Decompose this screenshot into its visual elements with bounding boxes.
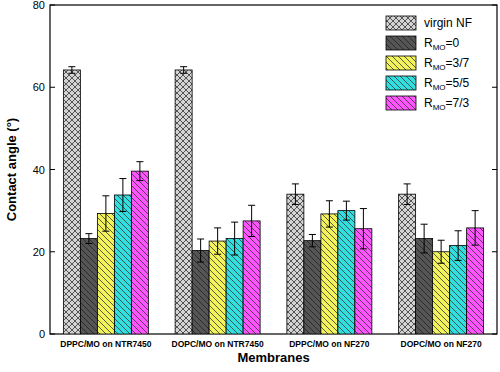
error-bar	[136, 162, 143, 181]
legend-swatch	[386, 16, 416, 30]
error-bar	[197, 239, 204, 262]
error-bar	[326, 201, 333, 227]
bar	[209, 241, 226, 334]
legend-swatch	[386, 76, 416, 90]
y-tick	[492, 5, 497, 6]
y-tick	[50, 169, 55, 170]
y-tick-label: 20	[33, 246, 45, 258]
y-tick	[492, 169, 497, 170]
legend-label: RMO=5/5	[424, 76, 470, 92]
y-tick	[50, 5, 55, 6]
error-bar	[455, 231, 462, 261]
legend-label: RMO=3/7	[424, 56, 470, 72]
error-bar	[68, 67, 75, 74]
error-bar	[309, 234, 316, 246]
error-bar	[180, 67, 187, 74]
legend-swatch	[386, 36, 416, 50]
legend-label: virgin NF	[424, 16, 472, 30]
y-tick	[50, 251, 55, 252]
bar	[399, 194, 416, 334]
error-bars	[68, 67, 478, 264]
legend-label: RMO=7/3	[424, 96, 470, 112]
x-axis-label: Membranes	[237, 350, 309, 365]
bar	[287, 194, 304, 334]
bar	[321, 214, 338, 334]
y-tick	[492, 334, 497, 335]
legend-swatch	[386, 56, 416, 70]
error-bar	[404, 184, 411, 205]
plot-frame	[50, 5, 497, 334]
bar	[338, 211, 355, 334]
x-tick-label: DOPC/MO on NTR7450	[172, 339, 264, 349]
bar	[192, 251, 209, 334]
y-tick-label: 0	[39, 328, 45, 340]
error-bar	[231, 222, 238, 255]
y-tick	[492, 87, 497, 88]
bar	[114, 195, 131, 334]
y-tick	[50, 87, 55, 88]
error-bar	[102, 196, 109, 231]
error-bar	[85, 234, 92, 244]
error-bar	[292, 184, 299, 205]
bars	[63, 70, 483, 334]
bar	[131, 171, 148, 334]
y-tick-label: 40	[33, 164, 45, 176]
bar	[80, 239, 97, 334]
x-tick-label: DOPC/MO on NF270	[401, 339, 483, 349]
y-tick	[492, 251, 497, 252]
error-bar	[360, 209, 367, 249]
bar	[63, 70, 80, 334]
bar	[243, 221, 260, 334]
error-bar	[472, 211, 479, 246]
error-bar	[214, 228, 221, 254]
error-bar	[248, 205, 255, 236]
x-tick-label: DPPC/MO on NF270	[289, 339, 370, 349]
error-bar	[343, 201, 350, 220]
error-bar	[438, 240, 445, 263]
x-tick-label: DPPC/MO on NTR7450	[60, 339, 151, 349]
y-tick	[50, 334, 55, 335]
bar	[175, 70, 192, 334]
bar	[433, 252, 450, 334]
error-bar	[119, 179, 126, 212]
legend-label: RMO=0	[424, 36, 460, 52]
y-tick-label: 80	[33, 0, 45, 11]
y-tick-label: 60	[33, 81, 45, 93]
chart: 0 20 40 60 80 DPPC/MO on NTR7450 DOPC/MO on NT…	[0, 0, 500, 372]
legend: virgin NF RMO=0 RMO=3/7 RMO=5/5 RMO=7/3	[386, 16, 472, 112]
legend-swatch	[386, 96, 416, 110]
y-axis-label: Contact angle (°)	[4, 118, 19, 221]
error-bar	[421, 224, 428, 253]
bar	[304, 241, 321, 334]
